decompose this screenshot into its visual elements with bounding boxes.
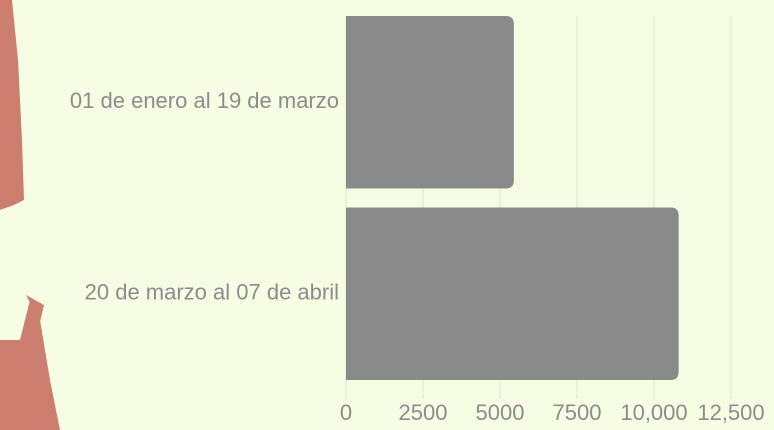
x-tick-label: 10,000: [620, 400, 687, 425]
bar: [346, 208, 679, 381]
chart: 0 2500 5000 7500 10,000 12,500 01 de enero al …: [0, 0, 774, 430]
x-tick-label: 0: [340, 400, 352, 425]
x-tick-label: 12,500: [697, 400, 764, 425]
x-tick-label: 7500: [553, 400, 602, 425]
page: 0 2500 5000 7500 10,000 12,500 01 de enero al …: [0, 0, 774, 430]
x-tick-label: 2500: [399, 400, 448, 425]
bar: [346, 16, 514, 189]
y-tick-label: 20 de marzo al 07 de abril: [85, 280, 339, 305]
y-tick-label: 01 de enero al 19 de marzo: [70, 88, 339, 113]
x-tick-label: 5000: [476, 400, 525, 425]
